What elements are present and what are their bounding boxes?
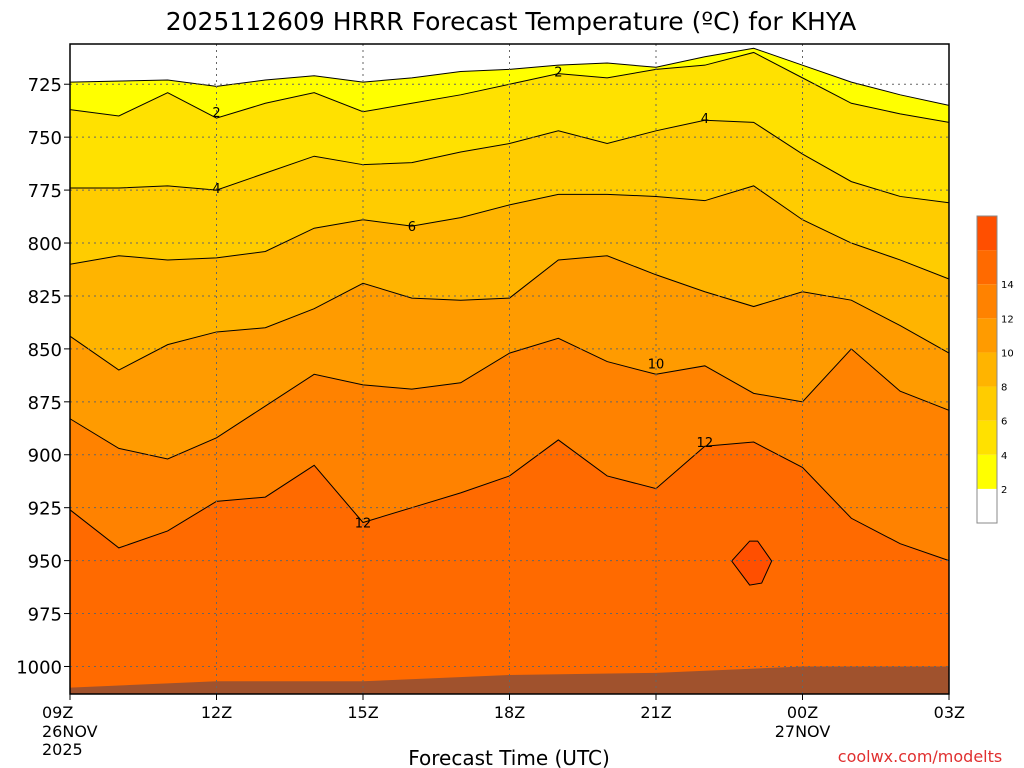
colorbar-label: 10 xyxy=(1001,348,1014,359)
contour-label: 10 xyxy=(648,358,665,373)
colorbar-swatch xyxy=(977,318,997,353)
x-tick-label: 03Z xyxy=(934,703,965,722)
y-tick-label: 725 xyxy=(28,75,62,96)
x-axis-label: Forecast Time (UTC) xyxy=(408,746,610,768)
colorbar-label: 2 xyxy=(1001,485,1007,496)
x-tick-label: 12Z xyxy=(201,703,232,722)
colorbar-label: 14 xyxy=(1001,280,1014,291)
contour-label: 12 xyxy=(355,517,372,532)
x-tick-label: 00Z xyxy=(787,703,818,722)
x-tick-label: 21Z xyxy=(640,703,671,722)
colorbar-swatch xyxy=(977,488,997,523)
colorbar-frame xyxy=(976,215,998,524)
colorbar-label: 4 xyxy=(1001,451,1007,462)
colorbar-swatch xyxy=(977,454,997,489)
contour-label: 12 xyxy=(697,436,714,451)
x-tick-sublabel: 26NOV xyxy=(42,722,98,741)
x-tick-sublabel: 27NOV xyxy=(775,722,831,741)
contour-label: 2 xyxy=(212,106,220,121)
colorbar-label: 8 xyxy=(1001,383,1007,394)
colorbar-label: 12 xyxy=(1001,314,1014,325)
y-tick-label: 1000 xyxy=(16,657,62,678)
y-tick-label: 850 xyxy=(28,340,62,361)
contour-line-2 xyxy=(69,47,950,106)
chart-title: 2025112609 HRRR Forecast Temperature (ºC… xyxy=(166,7,857,36)
y-tick-label: 900 xyxy=(28,446,62,467)
contour-label: 4 xyxy=(701,112,709,127)
credit-text: coolwx.com/modelts xyxy=(838,747,1002,766)
colorbar-swatch xyxy=(977,352,997,387)
y-tick-label: 925 xyxy=(28,499,62,520)
y-tick-label: 875 xyxy=(28,393,62,414)
y-tick-label: 950 xyxy=(28,552,62,573)
y-tick-label: 775 xyxy=(28,181,62,202)
y-tick-label: 975 xyxy=(28,605,62,626)
y-tick-label: 750 xyxy=(28,128,62,149)
y-tick-label: 800 xyxy=(28,234,62,255)
contour-line-6 xyxy=(70,119,950,204)
x-tick-label: 18Z xyxy=(494,703,525,722)
colorbar-swatch xyxy=(977,216,997,251)
plot-area: 725 750 775 800 825 850 875 900 925 950 975 1000 09Z… xyxy=(16,43,1014,759)
x-tick-label: 09Z xyxy=(42,703,73,722)
y-tick-label: 825 xyxy=(28,287,62,308)
contour-label: 2 xyxy=(554,66,562,81)
colorbar-label: 6 xyxy=(1001,417,1007,428)
contour-label: 4 xyxy=(212,182,220,197)
contour-label: 6 xyxy=(408,220,416,235)
x-tick-label: 15Z xyxy=(347,703,378,722)
colorbar-swatch xyxy=(977,250,997,285)
colorbar-swatch xyxy=(977,420,997,455)
colorbar-swatch xyxy=(977,386,997,421)
x-tick-sublabel: 2025 xyxy=(42,740,83,759)
colorbar-swatch xyxy=(977,284,997,319)
